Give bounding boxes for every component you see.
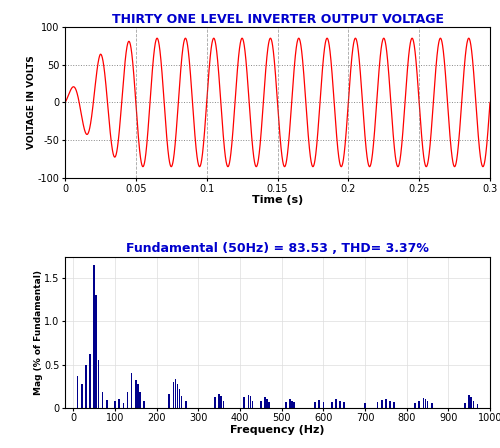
Bar xyxy=(318,400,320,408)
Bar xyxy=(264,397,266,408)
Bar xyxy=(76,376,78,408)
Bar xyxy=(426,401,428,408)
Y-axis label: Mag (% of Fundamental): Mag (% of Fundamental) xyxy=(34,270,42,395)
Bar xyxy=(102,392,103,408)
Bar xyxy=(322,402,324,408)
Bar xyxy=(476,404,478,408)
Bar xyxy=(285,402,286,408)
Bar xyxy=(381,400,382,408)
Bar xyxy=(181,396,182,408)
Title: THIRTY ONE LEVEL INVERTER OUTPUT VOLTAGE: THIRTY ONE LEVEL INVERTER OUTPUT VOLTAGE xyxy=(112,13,444,26)
Bar xyxy=(335,399,336,408)
Bar xyxy=(81,383,82,408)
Y-axis label: VOLTAGE IN VOLTS: VOLTAGE IN VOLTS xyxy=(27,56,36,149)
Bar xyxy=(144,401,145,408)
Bar xyxy=(472,401,474,408)
Bar xyxy=(291,401,293,408)
Bar xyxy=(244,397,245,408)
Bar xyxy=(220,396,222,408)
Bar xyxy=(431,403,432,408)
Bar xyxy=(424,399,426,408)
Bar xyxy=(126,392,128,408)
X-axis label: Frequency (Hz): Frequency (Hz) xyxy=(230,425,325,435)
Bar xyxy=(464,403,466,408)
Bar xyxy=(344,402,345,408)
Bar xyxy=(135,380,136,408)
Bar xyxy=(250,396,251,408)
Bar xyxy=(252,401,254,408)
Bar xyxy=(218,394,220,408)
Bar xyxy=(98,360,99,408)
Bar xyxy=(260,401,262,408)
Bar xyxy=(106,400,108,408)
Bar xyxy=(131,373,132,408)
Bar xyxy=(89,354,91,408)
Bar xyxy=(179,389,180,408)
Bar xyxy=(418,401,420,408)
Bar xyxy=(222,401,224,408)
Bar xyxy=(289,399,291,408)
Bar xyxy=(174,379,176,408)
Bar xyxy=(364,403,366,408)
Bar xyxy=(314,402,316,408)
Bar xyxy=(168,394,170,408)
Bar xyxy=(414,403,416,408)
Title: Fundamental (50Hz) = 83.53 , THD= 3.37%: Fundamental (50Hz) = 83.53 , THD= 3.37% xyxy=(126,242,429,255)
Bar xyxy=(172,382,174,408)
Bar xyxy=(422,398,424,408)
X-axis label: Time (s): Time (s) xyxy=(252,195,303,205)
Bar xyxy=(114,401,116,408)
Bar xyxy=(122,403,124,408)
Bar xyxy=(294,402,295,408)
Bar xyxy=(394,402,395,408)
Bar xyxy=(214,397,216,408)
Bar xyxy=(85,365,86,408)
Bar xyxy=(96,295,97,408)
Bar xyxy=(118,399,120,408)
Bar xyxy=(376,402,378,408)
Bar xyxy=(470,397,472,408)
Bar xyxy=(266,399,268,408)
Bar xyxy=(139,392,141,408)
Bar xyxy=(176,383,178,408)
Bar xyxy=(248,395,249,408)
Bar xyxy=(185,401,186,408)
Bar xyxy=(339,401,341,408)
Bar xyxy=(389,401,391,408)
Bar xyxy=(94,265,95,408)
Bar xyxy=(468,395,470,408)
Bar xyxy=(331,402,332,408)
Bar xyxy=(268,402,270,408)
Bar xyxy=(385,399,386,408)
Bar xyxy=(137,383,138,408)
